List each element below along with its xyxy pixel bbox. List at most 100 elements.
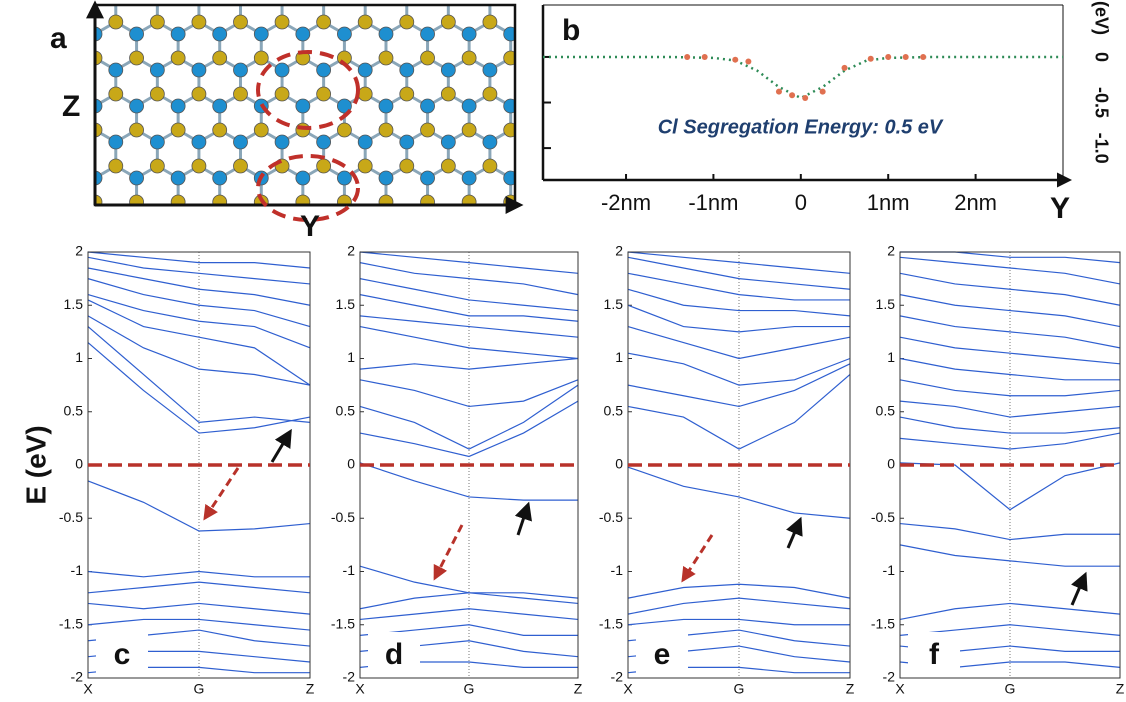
atom	[587, 243, 601, 257]
band-line	[628, 289, 850, 316]
atom	[254, 27, 268, 41]
atom	[524, 63, 538, 77]
atom	[462, 99, 476, 113]
atom	[566, 207, 580, 221]
bond	[573, 94, 594, 106]
bond	[615, 130, 636, 142]
x-tick-label: -2nm	[601, 190, 651, 215]
y-tick-label: -2	[611, 669, 624, 685]
atom	[46, 99, 60, 113]
y-tick-label: -1	[883, 562, 896, 578]
y-axis-label: E (eV)	[20, 425, 51, 504]
atom	[213, 99, 227, 113]
bond	[615, 94, 636, 106]
arrow	[435, 525, 462, 578]
y-tick-label: 1	[347, 349, 355, 365]
y-tick-label: 0.5	[604, 402, 624, 418]
atom	[26, 0, 40, 5]
panel-label: c	[114, 638, 131, 671]
bond	[573, 202, 594, 214]
atom	[358, 231, 372, 245]
x-tick-label: 1nm	[867, 190, 910, 215]
data-point	[789, 92, 795, 98]
atom	[628, 27, 642, 41]
atom	[130, 195, 144, 209]
atom	[233, 159, 247, 173]
atom	[192, 231, 206, 245]
atom	[26, 231, 40, 245]
bond	[74, 166, 95, 178]
atom	[524, 231, 538, 245]
atom	[46, 171, 60, 185]
band-line	[900, 417, 1120, 433]
y-tick-label: 1	[75, 349, 83, 365]
x-tick-label: G	[464, 681, 475, 697]
x-tick-label: G	[734, 681, 745, 697]
atom	[441, 207, 455, 221]
atom	[545, 123, 559, 137]
atom	[171, 171, 185, 185]
atom	[296, 171, 310, 185]
x-tick-label: X	[895, 681, 905, 697]
data-point	[842, 65, 848, 71]
atom	[524, 135, 538, 149]
atom	[130, 99, 144, 113]
bond	[511, 238, 532, 250]
atom	[421, 171, 435, 185]
atom	[254, 51, 268, 65]
y-tick-label: 1.5	[604, 296, 624, 312]
axis-label: Y	[1050, 192, 1070, 225]
atom	[421, 123, 435, 137]
atom	[483, 63, 497, 77]
bond	[594, 22, 615, 34]
atom	[421, 51, 435, 65]
atom	[192, 135, 206, 149]
atom	[26, 63, 40, 77]
bond	[157, 238, 178, 250]
atom	[317, 63, 331, 77]
atom	[150, 207, 164, 221]
bond	[531, 238, 552, 250]
atom	[26, 159, 40, 173]
atom	[545, 51, 559, 65]
atom	[483, 159, 497, 173]
data-point	[820, 89, 826, 95]
atom	[566, 231, 580, 245]
atom	[130, 123, 144, 137]
atom	[254, 123, 268, 137]
atom	[337, 27, 351, 41]
arrow	[1072, 575, 1085, 605]
atom	[192, 87, 206, 101]
atom	[462, 195, 476, 209]
atom	[109, 63, 123, 77]
x-tick-label: 2nm	[954, 190, 997, 215]
y-tick-label: -1	[611, 562, 624, 578]
bond	[448, 238, 469, 250]
x-tick-label: Z	[306, 681, 315, 697]
atom	[171, 195, 185, 209]
atom	[233, 63, 247, 77]
y-tick-label: -0.5	[1091, 87, 1111, 118]
y-tick-label: -1	[71, 562, 84, 578]
bond	[53, 202, 74, 214]
atom	[275, 231, 289, 245]
atom	[317, 15, 331, 29]
bond	[240, 238, 261, 250]
atom	[358, 135, 372, 149]
y-tick-label: -0.5	[599, 509, 623, 525]
atom	[26, 207, 40, 221]
atom	[213, 243, 227, 257]
data-point	[868, 56, 874, 62]
y-tick-label: 2	[75, 243, 83, 259]
annotation: Cl Segregation Energy: 0.5 eV	[658, 116, 944, 138]
atom	[109, 135, 123, 149]
panel-label: e	[654, 638, 671, 671]
atom	[400, 63, 414, 77]
atom	[379, 123, 393, 137]
x-tick-label: Z	[574, 681, 583, 697]
atom	[608, 15, 622, 29]
atom	[171, 51, 185, 65]
atom	[441, 135, 455, 149]
atom	[566, 135, 580, 149]
atom	[400, 135, 414, 149]
